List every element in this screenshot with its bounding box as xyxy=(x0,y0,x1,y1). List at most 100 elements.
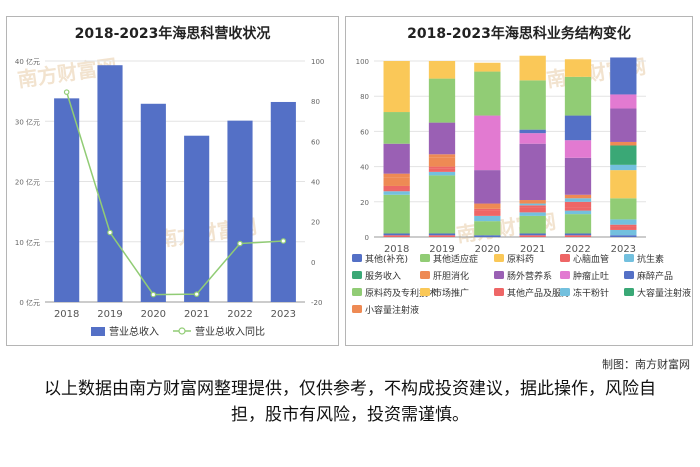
revenue-bar xyxy=(97,65,123,302)
stack-segment xyxy=(383,173,410,178)
x-tick-label: 2021 xyxy=(520,244,545,255)
stack-segment xyxy=(428,235,456,237)
legend-swatch xyxy=(494,271,504,279)
y-right-tick-label: 80 xyxy=(311,98,320,106)
revenue-bar xyxy=(227,120,253,303)
disclaimer-text: 以上数据由南方财富网整理提供，仅供参考，不构成投资建议，据此操作，风险自担，股市… xyxy=(44,379,656,425)
legend-swatch xyxy=(352,254,362,262)
stack-segment xyxy=(564,201,592,208)
y-left-tick-label: 0 亿元 xyxy=(19,298,40,307)
legend-swatch-revenue xyxy=(91,327,105,336)
stack-segment xyxy=(564,157,592,195)
y-tick-label: 80 xyxy=(360,93,369,101)
legend-swatch xyxy=(352,305,362,313)
stack-segment xyxy=(610,235,637,237)
legend-label: 其他产品及服务 xyxy=(507,287,570,299)
stack-segment xyxy=(610,229,637,236)
revenue-bar xyxy=(54,98,80,302)
legend-label: 市场推广 xyxy=(433,287,469,299)
stack-segment xyxy=(383,61,410,113)
left-chart-title: 2018-2023年海思科营收状况 xyxy=(74,26,271,42)
revenue-bar xyxy=(270,101,296,302)
stack-segment xyxy=(519,212,546,216)
legend-swatch xyxy=(624,254,634,262)
credit-text: 制图：南方财富网 xyxy=(602,358,690,371)
legend-label: 小容量注射液 xyxy=(365,304,419,316)
stack-segment xyxy=(474,115,501,171)
legend-swatch xyxy=(352,288,362,296)
stack-segment xyxy=(428,154,456,158)
x-tick-label: 2022 xyxy=(227,309,252,320)
stack-segment xyxy=(519,80,546,130)
y-left-tick-label: 10 亿元 xyxy=(15,238,40,247)
right-chart-title: 2018-2023年海思科业务结构变化 xyxy=(407,26,631,42)
legend-label-revenue: 营业总收入 xyxy=(109,325,159,338)
stack-segment xyxy=(519,133,546,144)
stack-segment xyxy=(564,214,592,234)
legend-swatch xyxy=(560,271,570,279)
stack-segment xyxy=(610,224,637,227)
y-right-tick-label: 0 xyxy=(311,259,315,267)
stack-segment xyxy=(474,208,501,211)
stack-segment xyxy=(564,233,592,236)
stack-segment xyxy=(519,235,546,237)
stack-segment xyxy=(383,112,410,144)
stack-segment xyxy=(519,55,546,81)
stack-segment xyxy=(564,235,592,237)
yoy-point xyxy=(193,291,200,297)
stack-segment xyxy=(428,78,456,123)
stack-segment xyxy=(383,177,410,186)
legend-swatch xyxy=(560,288,570,296)
x-tick-label: 2020 xyxy=(141,309,166,320)
stack-segment xyxy=(428,61,456,79)
legend-swatch xyxy=(420,254,430,262)
x-tick-label: 2023 xyxy=(271,309,296,320)
stack-segment xyxy=(383,189,410,192)
y-right-tick-label: -20 xyxy=(311,299,322,307)
x-tick-label: 2022 xyxy=(565,244,590,255)
x-tick-label: 2019 xyxy=(429,244,454,255)
legend-label: 肠外营养系 xyxy=(507,270,552,282)
legend-swatch xyxy=(494,288,504,296)
stack-segment xyxy=(383,143,410,174)
stack-segment xyxy=(474,62,501,72)
stack-segment xyxy=(610,164,637,171)
y-left-tick-label: 30 亿元 xyxy=(15,117,40,126)
yoy-point xyxy=(280,238,287,244)
legend-label: 心脑血管 xyxy=(573,253,609,265)
stack-segment xyxy=(564,207,592,211)
stack-segment xyxy=(428,168,456,172)
stack-segment xyxy=(519,205,546,208)
legend-label: 麻醉产品 xyxy=(637,270,673,282)
stack-segment xyxy=(428,175,456,234)
legend-label: 肝胆消化 xyxy=(433,270,469,282)
stack-segment xyxy=(383,233,410,236)
y-right-tick-label: 60 xyxy=(311,138,320,146)
revenue-bar xyxy=(140,103,166,302)
stack-segment xyxy=(428,122,456,155)
legend-swatch xyxy=(624,288,634,296)
y-tick-label: 20 xyxy=(360,199,369,207)
y-tick-label: 40 xyxy=(360,164,369,172)
stack-segment xyxy=(564,194,592,199)
y-right-tick-label: 100 xyxy=(311,58,324,66)
legend-label: 其他适应症 xyxy=(433,253,478,265)
stack-segment xyxy=(564,76,592,116)
y-right-tick-label: 40 xyxy=(311,179,320,187)
stack-segment xyxy=(383,191,410,195)
stack-segment xyxy=(610,170,637,199)
legend-swatch xyxy=(420,288,430,296)
stack-segment xyxy=(474,215,501,222)
revenue-chart: 0 亿元 10 亿元 20 亿元 30 亿元 40 亿元 -20 0 20 40 60 80 100 2… xyxy=(15,57,325,338)
stack-segment xyxy=(428,233,456,236)
stack-segment xyxy=(610,57,637,95)
stack-segment xyxy=(519,233,546,236)
yoy-point xyxy=(237,240,243,247)
stack-segment xyxy=(610,94,637,109)
stack-segment xyxy=(474,210,501,216)
revenue-bar xyxy=(184,135,210,302)
stack-segment xyxy=(428,166,456,169)
stack-segment xyxy=(564,59,592,77)
x-tick-label: 2020 xyxy=(475,244,500,255)
